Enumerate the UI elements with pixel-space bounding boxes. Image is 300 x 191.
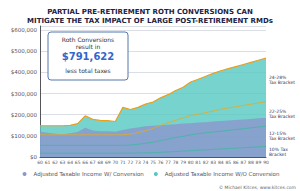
svg-text:83: 83 <box>210 160 216 165</box>
svg-text:86: 86 <box>233 160 239 165</box>
svg-text:64: 64 <box>67 160 73 165</box>
svg-text:87: 87 <box>241 160 247 165</box>
svg-text:less total taxes: less total taxes <box>65 67 110 74</box>
svg-text:89: 89 <box>256 160 262 165</box>
svg-text:77: 77 <box>165 160 171 165</box>
svg-text:79: 79 <box>180 160 186 165</box>
svg-text:MITIGATE THE TAX IMPACT OF LAR: MITIGATE THE TAX IMPACT OF LARGE POST-RE… <box>27 17 273 25</box>
svg-text:22-25%: 22-25% <box>269 108 287 114</box>
svg-text:90: 90 <box>263 160 269 165</box>
svg-text:65: 65 <box>75 160 81 165</box>
svg-text:PARTIAL PRE-RETIREMENT ROTH CO: PARTIAL PRE-RETIREMENT ROTH CONVERSIONS … <box>47 8 253 16</box>
svg-text:69: 69 <box>105 160 111 165</box>
svg-text:73: 73 <box>135 160 141 165</box>
svg-text:63: 63 <box>60 160 66 165</box>
svg-text:67: 67 <box>90 160 96 165</box>
svg-text:© Michael Kitces, www.kitces.c: © Michael Kitces, www.kitces.com <box>219 185 296 190</box>
svg-text:$100,000: $100,000 <box>11 133 38 139</box>
svg-text:68: 68 <box>97 160 103 165</box>
svg-text:66: 66 <box>82 160 88 165</box>
svg-text:Tax Bracket: Tax Bracket <box>268 136 295 141</box>
svg-text:78: 78 <box>173 160 179 165</box>
svg-text:Adjusted Taxable Income W/O Co: Adjusted Taxable Income W/O Conversion <box>165 171 280 178</box>
svg-text:Tax Bracket: Tax Bracket <box>268 80 295 85</box>
svg-text:Roth Conversions: Roth Conversions <box>62 36 114 43</box>
svg-text:Tax Bracket: Tax Bracket <box>268 114 295 119</box>
svg-text:75: 75 <box>150 160 156 165</box>
svg-text:88: 88 <box>248 160 254 165</box>
svg-text:result in: result in <box>76 43 101 50</box>
svg-text:72: 72 <box>128 160 134 165</box>
svg-text:$600,000: $600,000 <box>11 27 38 33</box>
svg-text:$400,000: $400,000 <box>11 69 38 75</box>
svg-text:70: 70 <box>112 160 118 165</box>
svg-text:$500,000: $500,000 <box>11 48 38 54</box>
svg-text:85: 85 <box>225 160 231 165</box>
svg-text:82: 82 <box>203 160 209 165</box>
svg-text:81: 81 <box>195 160 201 165</box>
svg-text:$300,000: $300,000 <box>11 91 38 97</box>
svg-text:Adjusted Taxable Income W/ Con: Adjusted Taxable Income W/ Conversion <box>34 171 145 178</box>
svg-text:71: 71 <box>120 160 126 165</box>
svg-text:$791,622: $791,622 <box>62 51 115 62</box>
svg-text:60: 60 <box>37 160 43 165</box>
svg-text:$200,000: $200,000 <box>11 112 38 118</box>
svg-text:62: 62 <box>52 160 58 165</box>
svg-text:Bracket: Bracket <box>269 152 286 157</box>
svg-text:24-28%: 24-28% <box>269 74 287 80</box>
svg-text:80: 80 <box>188 160 194 165</box>
svg-text:76: 76 <box>158 160 164 165</box>
svg-text:74: 74 <box>143 160 149 165</box>
svg-text:12-15%: 12-15% <box>269 131 287 137</box>
svg-text:10% Tax: 10% Tax <box>269 146 288 152</box>
svg-text:$0: $0 <box>30 154 37 160</box>
svg-text:84: 84 <box>218 160 224 165</box>
svg-text:61: 61 <box>45 160 51 165</box>
